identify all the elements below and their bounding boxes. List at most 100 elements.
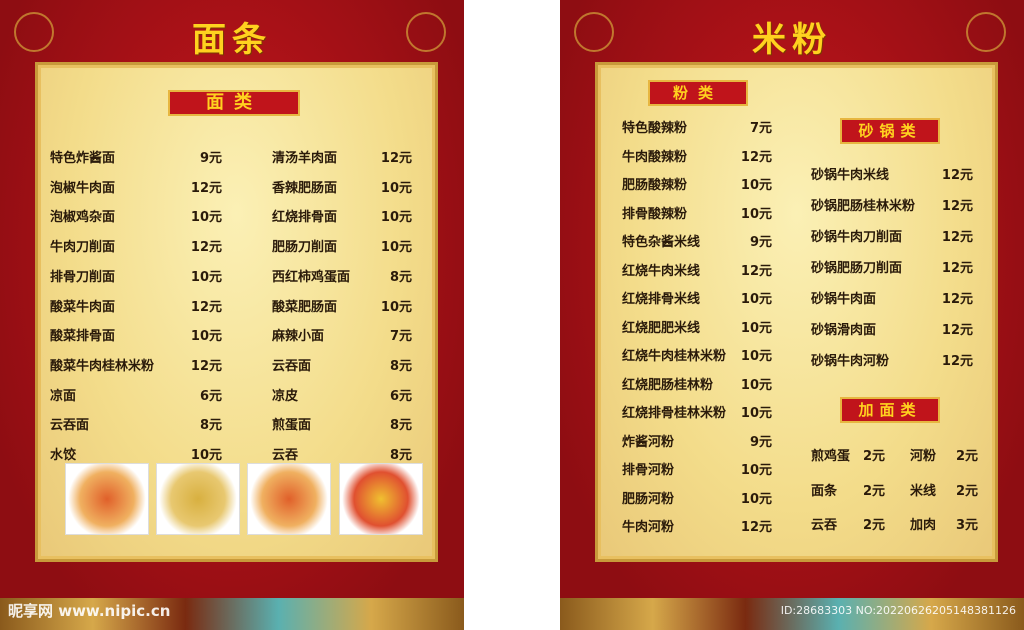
item-price: 10元: [740, 377, 772, 393]
section-banner: 加面类: [840, 397, 940, 423]
item-name: 砂锅肥肠刀削面: [811, 261, 903, 276]
item-name: 红烧排骨桂林米粉: [622, 406, 727, 421]
watermark: ID:28683303 NO:20220626205148381126: [780, 604, 1016, 617]
item-price: 12元: [190, 358, 222, 374]
item-price: 12元: [941, 230, 973, 245]
item-name: 肥肠河粉: [622, 491, 675, 507]
item-name: 红烧牛肉桂林米粉: [622, 349, 727, 364]
item-price: 10元: [740, 463, 772, 478]
item-price: 12元: [941, 323, 973, 338]
item-price: 10元: [740, 349, 772, 364]
item-name: 西红柿鸡蛋面: [272, 269, 351, 285]
rice-noodle-menu-poster: 米粉 粉类 砂锅类 加面类 特色酸辣粉 7元 牛肉酸辣粉 12元 肥肠酸辣粉 10元 排骨酸…: [560, 0, 1024, 630]
addon-name: 米线: [910, 483, 937, 499]
item-name: 砂锅牛肉米线: [811, 168, 890, 183]
item-name: 红烧排骨面: [272, 210, 338, 226]
item-price: 12元: [380, 151, 412, 166]
item-name: 云吞面: [50, 418, 90, 434]
item-price: 10元: [190, 448, 222, 463]
item-price: 7元: [389, 329, 412, 345]
item-name: 牛肉河粉: [622, 520, 675, 535]
item-name: 排骨酸辣粉: [622, 206, 688, 222]
item-name: 肥肠刀削面: [272, 240, 338, 256]
item-price: 10元: [380, 240, 412, 256]
item-name: 砂锅牛肉河粉: [811, 354, 890, 369]
section-banner: 砂锅类: [840, 118, 940, 144]
item-price: 8元: [389, 448, 412, 463]
item-price: 8元: [199, 418, 222, 434]
item-price: 12元: [941, 168, 973, 183]
item-name: 特色炸酱面: [50, 151, 116, 166]
item-price: 10元: [740, 406, 772, 421]
item-price: 10元: [740, 206, 772, 222]
addon-name: 河粉: [910, 449, 937, 464]
item-name: 排骨刀削面: [50, 269, 116, 285]
item-price: 12元: [941, 354, 973, 369]
item-price: 12元: [190, 180, 222, 196]
item-name: 泡椒牛肉面: [50, 180, 116, 196]
item-price: 10元: [740, 292, 772, 307]
section-banner: 粉类: [648, 80, 748, 106]
item-name: 酸菜排骨面: [50, 329, 116, 345]
item-name: 香辣肥肠面: [272, 180, 338, 196]
dish-photo: [339, 463, 423, 535]
item-name: 红烧牛肉米线: [622, 263, 701, 279]
addon-name: 煎鸡蛋: [811, 449, 851, 464]
item-name: 特色酸辣粉: [622, 121, 688, 136]
item-name: 肥肠酸辣粉: [622, 178, 688, 193]
item-name: 煎蛋面: [272, 418, 312, 434]
item-name: 水饺: [50, 448, 77, 463]
item-price: 12元: [740, 520, 772, 535]
item-price: 10元: [740, 491, 772, 507]
addon-price: 2元: [955, 449, 978, 464]
addon-name: 云吞: [811, 518, 838, 533]
menu-title: 米粉: [752, 20, 832, 60]
item-price: 12元: [740, 263, 772, 279]
item-price: 12元: [941, 261, 973, 276]
item-name: 炸酱河粉: [622, 434, 675, 450]
decorative-footer: [0, 598, 464, 630]
item-name: 牛肉酸辣粉: [622, 149, 688, 165]
dish-photo: [247, 463, 331, 535]
item-name: 麻辣小面: [272, 329, 325, 345]
ornament-icon: [574, 12, 614, 52]
item-name: 泡椒鸡杂面: [50, 210, 116, 226]
item-price: 12元: [740, 149, 772, 165]
item-price: 10元: [740, 178, 772, 193]
item-price: 10元: [190, 329, 222, 345]
item-name: 酸菜牛肉桂林米粉: [50, 358, 155, 374]
item-name: 砂锅滑肉面: [811, 323, 877, 338]
item-price: 10元: [190, 210, 222, 226]
item-price: 8元: [389, 358, 412, 374]
item-price: 10元: [380, 299, 412, 315]
item-price: 9元: [749, 235, 772, 250]
item-price: 10元: [190, 269, 222, 285]
item-name: 云吞面: [272, 358, 312, 374]
item-price: 12元: [941, 292, 973, 307]
item-price: 9元: [749, 434, 772, 450]
addon-price: 2元: [955, 483, 978, 499]
item-name: 红烧肥肥米线: [622, 320, 701, 336]
item-name: 凉面: [50, 388, 77, 404]
item-name: 排骨河粉: [622, 463, 675, 478]
dish-photo: [65, 463, 149, 535]
menu-title: 面条: [192, 20, 272, 60]
item-name: 砂锅牛肉刀削面: [811, 230, 903, 245]
item-price: 8元: [389, 418, 412, 434]
item-price: 9元: [199, 151, 222, 166]
ornament-icon: [406, 12, 446, 52]
item-price: 12元: [190, 299, 222, 315]
item-name: 砂锅牛肉面: [811, 292, 877, 307]
section-banner: 面类: [168, 90, 300, 116]
addon-price: 3元: [955, 518, 978, 533]
item-price: 8元: [389, 269, 412, 285]
item-price: 6元: [389, 388, 412, 404]
item-name: 红烧排骨米线: [622, 292, 701, 307]
ornament-icon: [14, 12, 54, 52]
item-price: 12元: [190, 240, 222, 256]
addon-name: 加肉: [910, 518, 937, 533]
item-price: 10元: [380, 210, 412, 226]
addon-price: 2元: [862, 483, 885, 499]
addon-name: 面条: [811, 483, 838, 499]
ornament-icon: [966, 12, 1006, 52]
